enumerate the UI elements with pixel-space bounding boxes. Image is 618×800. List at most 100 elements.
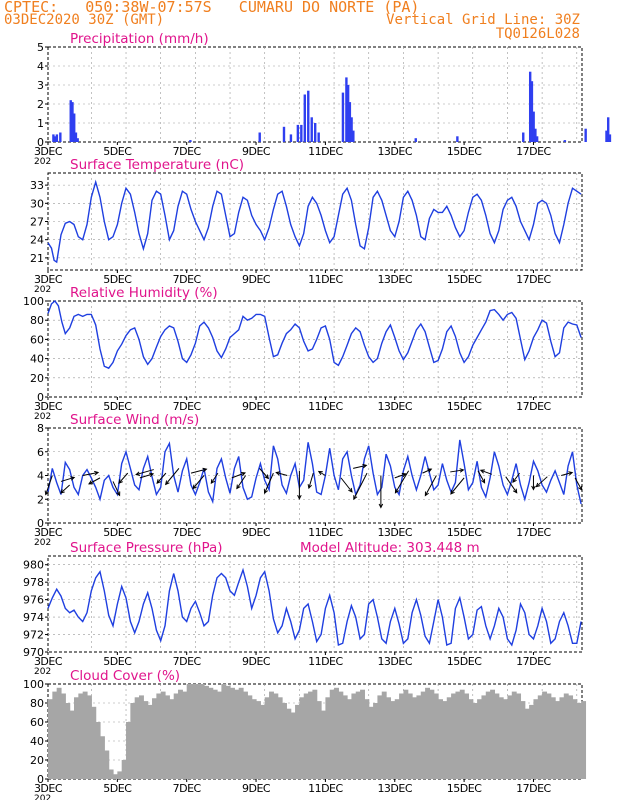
cloud-bar bbox=[524, 708, 530, 779]
cloud-bar bbox=[217, 691, 222, 779]
x-tick-label: 13DEC bbox=[377, 400, 412, 413]
series-line bbox=[47, 439, 582, 505]
wind-arrow-head bbox=[264, 474, 270, 480]
precip-bar bbox=[74, 132, 78, 142]
wind-arrow-head bbox=[275, 471, 281, 476]
y-tick-label: 100 bbox=[23, 678, 44, 691]
y-tick-label: 974 bbox=[23, 611, 44, 624]
header-line2-right: Vertical Grid Line: 30Z bbox=[386, 12, 580, 28]
wind-arrow bbox=[477, 470, 486, 483]
wind-arrow bbox=[561, 472, 573, 476]
cloud-bar bbox=[360, 689, 365, 779]
x-tick-label: 5DEC bbox=[103, 145, 132, 158]
x-year-fragment: 202 bbox=[34, 667, 51, 677]
cloud-bar bbox=[121, 760, 127, 779]
cloud-bar bbox=[260, 704, 266, 779]
x-tick-label: 5DEC bbox=[103, 782, 132, 795]
cloud-bar bbox=[130, 703, 136, 779]
cloud-bar bbox=[568, 695, 574, 779]
wind-arrow bbox=[353, 472, 368, 500]
wind-arrow-head bbox=[94, 470, 100, 476]
cloud-bar bbox=[351, 693, 357, 779]
y-tick-label: 980 bbox=[23, 559, 44, 572]
x-tick-label: 11DEC bbox=[308, 400, 343, 413]
y-tick-label: 100 bbox=[23, 295, 44, 308]
panel-frame bbox=[47, 555, 583, 653]
panel-title: Surface Temperature (nC) bbox=[70, 157, 244, 173]
wind-arrow-head bbox=[401, 472, 407, 478]
wind-arrow-head bbox=[394, 488, 400, 494]
x-year-fragment: 202 bbox=[34, 538, 51, 548]
cloud-bar bbox=[48, 699, 53, 779]
cloud-bar bbox=[143, 701, 149, 779]
cloud-bar bbox=[199, 684, 205, 779]
cloud-bar bbox=[334, 687, 339, 779]
cloud-bar bbox=[299, 697, 305, 779]
cloud-bar bbox=[368, 706, 374, 779]
y-tick-label: 3 bbox=[37, 79, 44, 92]
cloud-bar bbox=[542, 691, 548, 779]
wind-arrow-head bbox=[60, 489, 65, 494]
y-tick-label: 27 bbox=[30, 216, 44, 229]
cloud-bar bbox=[117, 771, 123, 779]
x-tick-label: 9DEC bbox=[242, 655, 271, 668]
precip-bar bbox=[296, 124, 300, 142]
panel-title: Surface Wind (m/s) bbox=[70, 412, 199, 428]
precip-bar bbox=[584, 128, 587, 142]
precip-bar bbox=[530, 81, 534, 142]
precip-bar bbox=[528, 71, 532, 142]
cloud-bar bbox=[113, 774, 118, 779]
x-tick-label: 3DEC bbox=[34, 526, 63, 539]
cloud-bar bbox=[212, 689, 218, 779]
y-tick-label: 20 bbox=[30, 372, 44, 385]
panel-title: Surface Pressure (hPa) bbox=[70, 540, 223, 556]
wind-arrow bbox=[60, 476, 75, 482]
x-tick-label: 11DEC bbox=[308, 782, 343, 795]
wind-arrow bbox=[450, 469, 464, 473]
cloud-bar bbox=[286, 708, 292, 779]
precip-bar bbox=[605, 130, 608, 142]
cloud-bar bbox=[381, 691, 387, 779]
cloud-bar bbox=[178, 689, 183, 779]
panel-2: 21 24 27 30 33 3DEC 5DEC 7DEC 9DEC 11DEC 13DEC 15DE… bbox=[30, 157, 583, 295]
cloud-bar bbox=[269, 691, 274, 779]
wind-arrow bbox=[139, 473, 154, 479]
x-year-fragment: 202 bbox=[34, 285, 51, 295]
cloud-bar bbox=[152, 698, 157, 779]
wind-arrow bbox=[112, 481, 121, 496]
cloud-bar bbox=[477, 699, 483, 779]
wind-arrow bbox=[82, 472, 99, 476]
precip-bar bbox=[59, 132, 62, 142]
x-tick-label: 3DEC bbox=[34, 273, 63, 286]
precip-bar bbox=[607, 117, 610, 142]
wind-arrow-head bbox=[427, 468, 433, 473]
wind-arrow bbox=[259, 468, 269, 479]
y-tick-label: 80 bbox=[30, 314, 44, 327]
x-tick-label: 7DEC bbox=[173, 655, 202, 668]
precip-bar bbox=[348, 102, 352, 142]
x-tick-label: 17DEC bbox=[516, 145, 551, 158]
wind-arrow bbox=[231, 472, 246, 479]
wind-arrow-head bbox=[210, 479, 216, 485]
wind-arrow bbox=[210, 472, 219, 484]
wind-arrow-head bbox=[479, 469, 485, 474]
precip-bar bbox=[69, 100, 72, 142]
x-tick-label: 15DEC bbox=[447, 655, 482, 668]
x-tick-label: 7DEC bbox=[173, 782, 202, 795]
wind-arrow-head bbox=[149, 472, 155, 478]
model-altitude-label: Model Altitude: 303.448 m bbox=[300, 540, 480, 556]
wind-arrow bbox=[276, 472, 288, 476]
cloud-bar bbox=[355, 691, 361, 779]
precip-bar bbox=[563, 140, 567, 142]
cloud-bar bbox=[485, 691, 491, 779]
precip-bar bbox=[532, 111, 535, 142]
cloud-bar bbox=[186, 684, 192, 779]
x-tick-label: 17DEC bbox=[516, 526, 551, 539]
cloud-bar bbox=[74, 697, 79, 779]
y-tick-label: 8 bbox=[37, 422, 44, 435]
y-tick-label: 0 bbox=[37, 391, 44, 404]
panel-frame bbox=[47, 172, 583, 271]
series-line bbox=[47, 567, 582, 647]
wind-arrow bbox=[394, 470, 410, 494]
precip-bar bbox=[282, 126, 286, 142]
